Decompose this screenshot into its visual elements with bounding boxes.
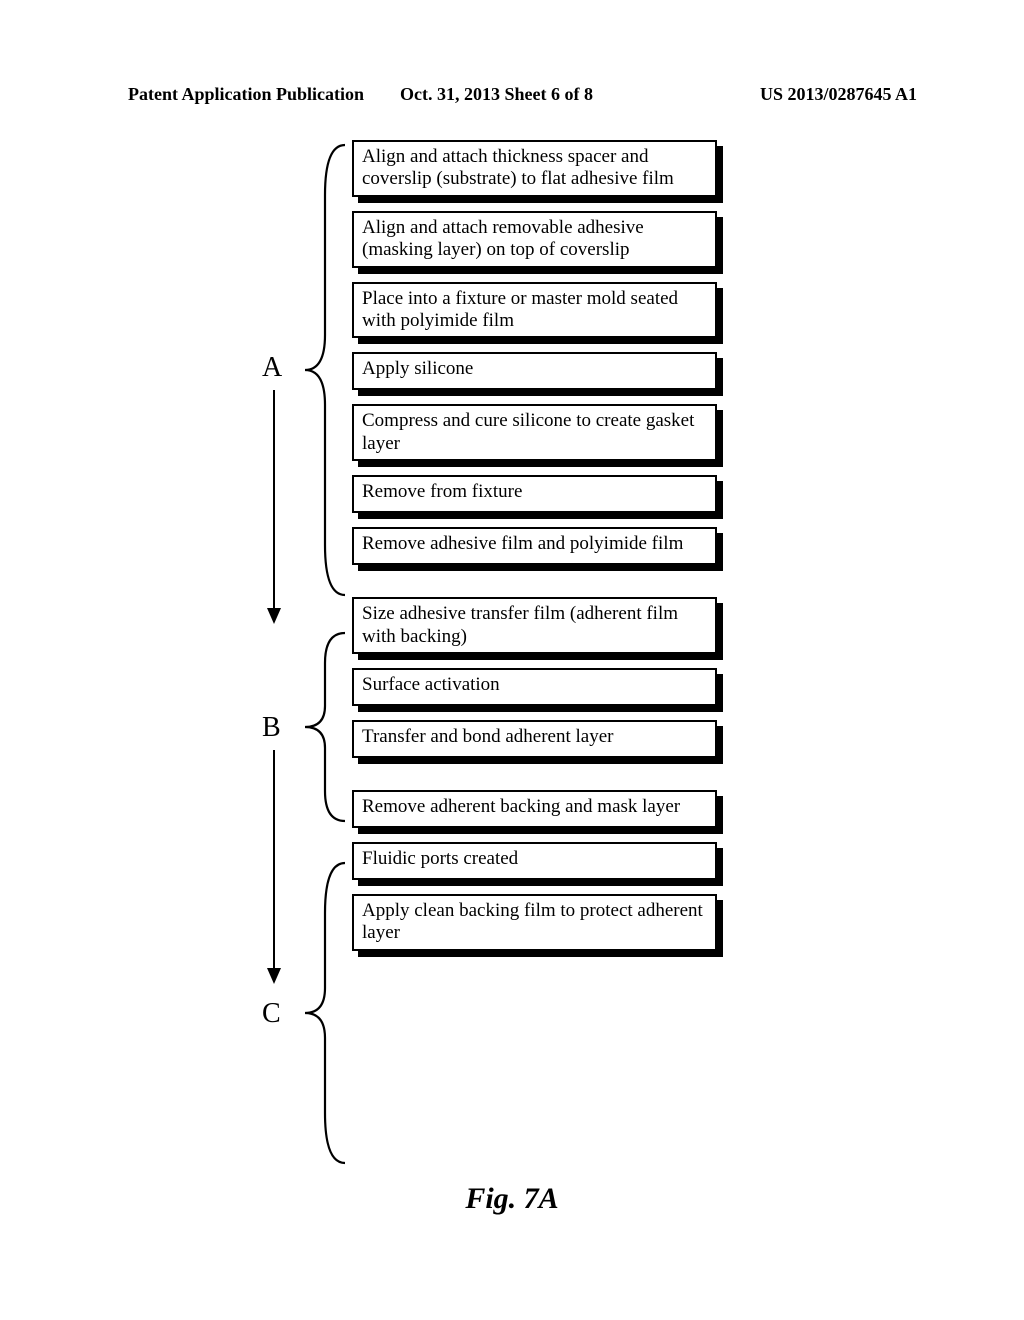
step-text: Place into a fixture or master mold seat…: [362, 288, 707, 333]
group-label-b: B: [262, 712, 281, 744]
step-text: Fluidic ports created: [362, 848, 518, 870]
header-date-sheet: Oct. 31, 2013 Sheet 6 of 8: [400, 84, 593, 105]
step-box: Compress and cure silicone to create gas…: [352, 404, 717, 461]
step-text: Remove adhesive film and polyimide film: [362, 533, 683, 555]
step-box: Size adhesive transfer film (adherent fi…: [352, 597, 717, 654]
step-box: Surface activation: [352, 668, 717, 706]
step-box: Fluidic ports created: [352, 842, 717, 880]
step-text: Remove from fixture: [362, 481, 522, 503]
brace-c: [300, 858, 350, 1168]
flowchart-steps-column: Align and attach thickness spacer and co…: [352, 140, 717, 965]
step-box: Place into a fixture or master mold seat…: [352, 282, 717, 339]
step-text: Transfer and bond adherent layer: [362, 726, 614, 748]
group-label-a: A: [262, 352, 282, 384]
step-box: Apply clean backing film to protect adhe…: [352, 894, 717, 951]
step-text: Align and attach thickness spacer and co…: [362, 146, 707, 191]
group-label-c: C: [262, 998, 281, 1030]
step-box: Apply silicone: [352, 352, 717, 390]
step-box: Transfer and bond adherent layer: [352, 720, 717, 758]
brace-a: [300, 140, 350, 600]
arrow-b-to-c: [273, 750, 275, 970]
step-text: Apply clean backing film to protect adhe…: [362, 900, 707, 945]
step-text: Apply silicone: [362, 358, 473, 380]
header-app-number: US 2013/0287645 A1: [760, 84, 917, 105]
step-box: Remove from fixture: [352, 475, 717, 513]
step-text: Surface activation: [362, 674, 500, 696]
patent-figure-page: Patent Application Publication Oct. 31, …: [0, 0, 1024, 1320]
step-box: Remove adhesive film and polyimide film: [352, 527, 717, 565]
arrow-head-icon: [267, 608, 281, 624]
step-text: Remove adherent backing and mask layer: [362, 796, 680, 818]
header-publication: Patent Application Publication: [128, 84, 364, 105]
step-text: Size adhesive transfer film (adherent fi…: [362, 603, 707, 648]
figure-caption: Fig. 7A: [0, 1182, 1024, 1216]
step-box: Align and attach thickness spacer and co…: [352, 140, 717, 197]
arrow-head-icon: [267, 968, 281, 984]
step-box: Align and attach removable adhesive (mas…: [352, 211, 717, 268]
step-box: Remove adherent backing and mask layer: [352, 790, 717, 828]
step-text: Compress and cure silicone to create gas…: [362, 410, 707, 455]
brace-b: [300, 628, 350, 826]
step-text: Align and attach removable adhesive (mas…: [362, 217, 707, 262]
arrow-a-to-b: [273, 390, 275, 610]
